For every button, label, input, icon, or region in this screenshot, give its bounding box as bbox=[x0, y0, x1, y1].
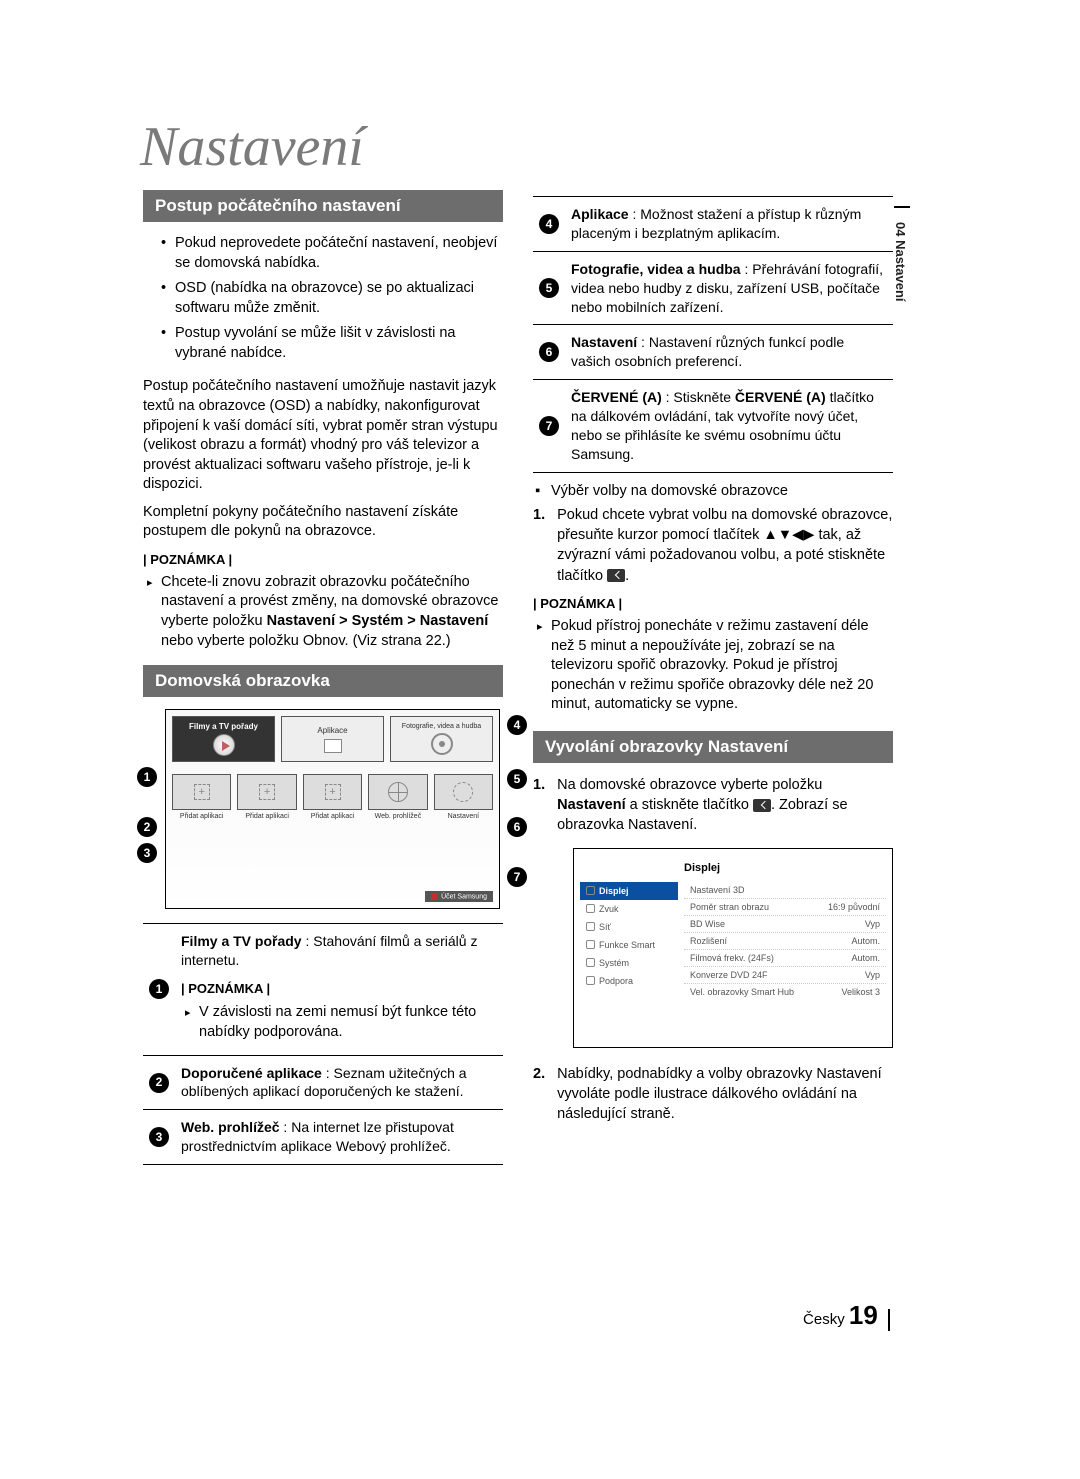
diagram-box-add-app: +Přidat aplikaci bbox=[303, 774, 362, 810]
chapter-tab: 04 Nastavení bbox=[893, 222, 908, 302]
diagram-box-add-app: +Přidat aplikaci bbox=[237, 774, 296, 810]
settings-left-menu: Displej Zvuk Síť Funkce Smart Systém Pod… bbox=[580, 882, 678, 1000]
marker-1: 1 bbox=[137, 767, 157, 787]
step-1: 1. Pokud chcete vybrat volbu na domovské… bbox=[533, 505, 893, 586]
settings-panel-title: Displej bbox=[680, 859, 886, 882]
marker-5: 5 bbox=[507, 769, 527, 789]
marker-3: 3 bbox=[149, 1127, 169, 1147]
section-header-settings-screen: Vyvolání obrazovky Nastavení bbox=[533, 731, 893, 763]
initial-setup-bullets: Pokud neprovedete počáteční nastavení, n… bbox=[143, 234, 503, 363]
table-cell: Doporučené aplikace : Seznam užitečných … bbox=[175, 1055, 503, 1110]
paragraph: Postup počátečního nastavení umožňuje na… bbox=[143, 377, 503, 494]
diagram-box-apps: Aplikace bbox=[281, 716, 384, 762]
marker-4: 4 bbox=[539, 214, 559, 234]
smart-icon bbox=[586, 940, 595, 949]
menu-item-network: Síť bbox=[580, 918, 678, 936]
diagram-box-settings: Nastavení bbox=[434, 774, 493, 810]
note-label: | POZNÁMKA | bbox=[181, 980, 497, 998]
disc-icon bbox=[431, 733, 453, 755]
enter-icon bbox=[607, 569, 625, 582]
marker-6: 6 bbox=[507, 817, 527, 837]
plus-icon: + bbox=[259, 784, 275, 800]
table-cell: Nastavení : Nastavení různých funkcí pod… bbox=[565, 325, 893, 380]
marker-3: 3 bbox=[137, 843, 157, 863]
table-cell: Filmy a TV pořady : Stahování filmů a se… bbox=[175, 924, 503, 1055]
page-footer: Česky 19 bbox=[803, 1300, 890, 1331]
settings-row: BD WiseVyp bbox=[684, 915, 886, 932]
step-2: 2. Nabídky, podnabídky a volby obrazovky… bbox=[533, 1064, 893, 1125]
network-icon bbox=[586, 922, 595, 931]
section-header-initial-setup: Postup počátečního nastavení bbox=[143, 190, 503, 222]
settings-row: Filmová frekv. (24Fs)Autom. bbox=[684, 949, 886, 966]
globe-icon bbox=[388, 782, 408, 802]
bullet-item: OSD (nabídka na obrazovce) se po aktuali… bbox=[161, 279, 503, 318]
home-items-table-left: 1 Filmy a TV pořady : Stahování filmů a … bbox=[143, 923, 503, 1165]
left-column: Postup počátečního nastavení Pokud nepro… bbox=[143, 190, 503, 1165]
home-screen-diagram: Filmy a TV pořady Aplikace Fotografie, v… bbox=[165, 709, 500, 909]
page-title: Nastavení bbox=[140, 115, 364, 179]
table-cell: Web. prohlížeč : Na internet lze přistup… bbox=[175, 1110, 503, 1165]
display-icon bbox=[586, 886, 595, 895]
note-item: Chcete-li znovu zobrazit obrazovku počát… bbox=[147, 573, 503, 651]
menu-item-support: Podpora bbox=[580, 972, 678, 990]
account-bar: Účet Samsung bbox=[425, 891, 493, 902]
marker-6: 6 bbox=[539, 342, 559, 362]
table-cell: ČERVENÉ (A) : Stiskněte ČERVENÉ (A) tlač… bbox=[565, 380, 893, 473]
sound-icon bbox=[586, 904, 595, 913]
diagram-box-add-app: +Přidat aplikaci bbox=[172, 774, 231, 810]
settings-row: Konverze DVD 24FVyp bbox=[684, 966, 886, 983]
settings-right-panel: Nastavení 3D Poměr stran obrazu16:9 půvo… bbox=[684, 882, 886, 1000]
note-label: | POZNÁMKA | bbox=[533, 596, 893, 611]
right-column: 4 Aplikace : Možnost stažení a přístup k… bbox=[533, 190, 893, 1165]
marker-7: 7 bbox=[539, 416, 559, 436]
marker-2: 2 bbox=[149, 1073, 169, 1093]
plus-icon: + bbox=[194, 784, 210, 800]
marker-4: 4 bbox=[507, 715, 527, 735]
menu-item-sound: Zvuk bbox=[580, 900, 678, 918]
diagram-box-movies: Filmy a TV pořady bbox=[172, 716, 275, 762]
menu-item-smart: Funkce Smart bbox=[580, 936, 678, 954]
diagram-box-browser: Web. prohlížeč bbox=[368, 774, 427, 810]
footer-page-number: 19 bbox=[849, 1300, 878, 1330]
plus-icon: + bbox=[325, 784, 341, 800]
system-icon bbox=[586, 958, 595, 967]
note-item: Pokud přístroj ponecháte v režimu zastav… bbox=[537, 617, 893, 715]
settings-row: Poměr stran obrazu16:9 původní bbox=[684, 898, 886, 915]
settings-screenshot: Displej Displej Zvuk Síť Funkce Smart Sy… bbox=[573, 848, 893, 1048]
marker-2: 2 bbox=[137, 817, 157, 837]
monitor-icon bbox=[324, 739, 342, 753]
enter-icon bbox=[753, 799, 771, 812]
marker-5: 5 bbox=[539, 278, 559, 298]
settings-row: Nastavení 3D bbox=[684, 882, 886, 898]
bullet-item: Pokud neprovedete počáteční nastavení, n… bbox=[161, 234, 503, 273]
bullet-item: Postup vyvolání se může lišit v závislos… bbox=[161, 324, 503, 363]
paragraph: Kompletní pokyny počátečního nastavení z… bbox=[143, 503, 503, 542]
table-cell: Fotografie, videa a hudba : Přehrávání f… bbox=[565, 251, 893, 325]
step-1: 1. Na domovské obrazovce vyberte položku… bbox=[533, 775, 893, 836]
settings-row: Vel. obrazovky Smart HubVelikost 3 bbox=[684, 983, 886, 1000]
diagram-box-media: Fotografie, videa a hudba bbox=[390, 716, 493, 762]
footer-language: Česky bbox=[803, 1311, 845, 1328]
marker-7: 7 bbox=[507, 867, 527, 887]
home-items-table-right: 4 Aplikace : Možnost stažení a přístup k… bbox=[533, 196, 893, 473]
marker-1: 1 bbox=[149, 979, 169, 999]
table-cell: Aplikace : Možnost stažení a přístup k r… bbox=[565, 197, 893, 252]
gear-icon bbox=[453, 782, 473, 802]
menu-item-system: Systém bbox=[580, 954, 678, 972]
square-note: Výběr volby na domovské obrazovce bbox=[533, 483, 893, 499]
note-item: V závislosti na zemi nemusí být funkce t… bbox=[185, 1003, 497, 1042]
settings-row: RozlišeníAutom. bbox=[684, 932, 886, 949]
menu-item-display: Displej bbox=[580, 882, 678, 900]
play-icon bbox=[213, 734, 235, 756]
support-icon bbox=[586, 976, 595, 985]
section-header-home-screen: Domovská obrazovka bbox=[143, 665, 503, 697]
chapter-tab-label: 04 Nastavení bbox=[893, 222, 908, 302]
note-label: | POZNÁMKA | bbox=[143, 552, 503, 567]
